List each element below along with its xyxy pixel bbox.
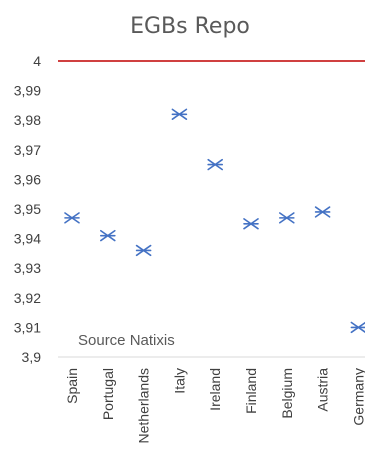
y-tick-label: 3,93: [14, 260, 41, 276]
data-point: [278, 212, 295, 224]
data-point: [100, 229, 116, 242]
data-point: [314, 206, 331, 218]
y-tick-label: 3,94: [14, 231, 41, 247]
x-tick-label: Netherlands: [136, 368, 152, 444]
data-point: [171, 108, 188, 120]
x-tick-label: Finland: [243, 368, 259, 414]
chart-title: EGBs Repo: [130, 14, 250, 39]
x-tick-label: Belgium: [279, 368, 295, 419]
x-axis: Spain Portugal Netherlands Italy Ireland Finl…: [64, 368, 365, 444]
x-tick-label: Spain: [64, 368, 80, 404]
y-tick-label: 3,96: [14, 171, 41, 187]
data-point: [243, 218, 259, 230]
y-axis: 4 3,99 3,98 3,97 3,96 3,95 3,94 3,93 3,92 3,91 3,9: [14, 53, 41, 365]
y-tick-label: 4: [33, 53, 41, 69]
data-point: [64, 212, 80, 224]
y-tick-label: 3,92: [14, 290, 41, 306]
x-tick-label: Italy: [171, 368, 187, 394]
y-tick-label: 3,98: [14, 112, 41, 128]
x-tick-label: Austria: [315, 368, 331, 412]
x-tick-label: Portugal: [100, 368, 116, 420]
x-tick-label: Ireland: [207, 368, 223, 411]
y-tick-label: 3,97: [14, 142, 41, 158]
y-tick-label: 3,99: [14, 83, 41, 99]
data-point: [207, 158, 223, 171]
x-tick-label: Germany: [350, 368, 365, 426]
y-tick-label: 3,95: [14, 201, 41, 217]
y-tick-label: 3,9: [22, 349, 42, 365]
data-point: [135, 244, 152, 257]
y-tick-label: 3,91: [14, 319, 41, 335]
data-points: [64, 108, 365, 334]
source-annotation: Source Natixis: [78, 332, 175, 349]
data-point: [350, 321, 365, 334]
